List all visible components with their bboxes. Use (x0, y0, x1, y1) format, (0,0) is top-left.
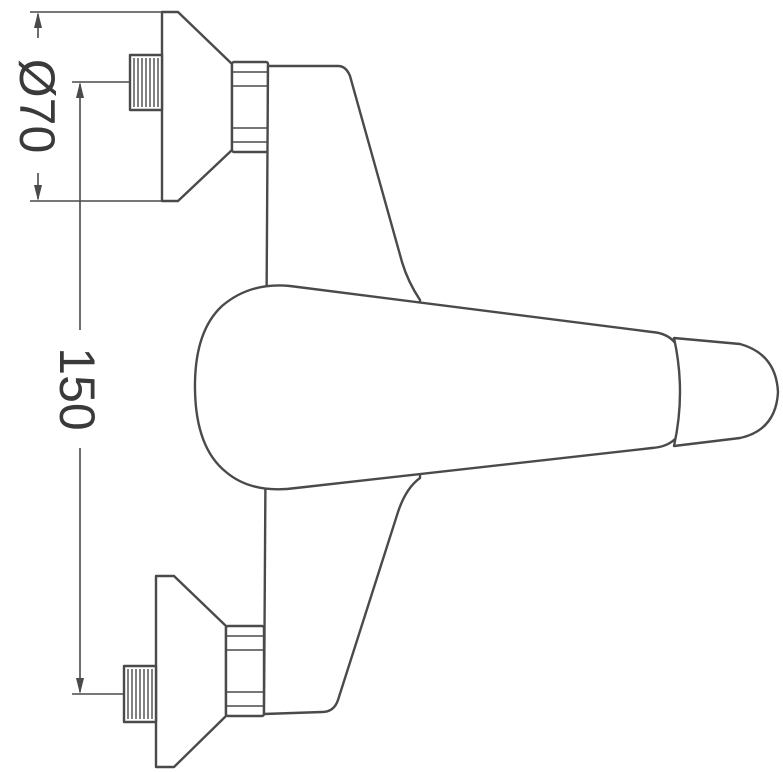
spacing-arrow-bottom (76, 678, 84, 694)
lever-handle (193, 284, 686, 491)
top-escutcheon (160, 10, 234, 203)
diameter-label: Ø70 (9, 59, 65, 154)
spacing-dimension: 150 (49, 81, 130, 695)
diameter-dimension: Ø70 (9, 11, 162, 202)
bottom-hex-nut (224, 624, 266, 718)
diameter-arrow-top (34, 12, 42, 28)
top-threaded-inlet (128, 53, 164, 112)
bottom-escutcheon (154, 574, 228, 769)
diameter-arrow-bottom (34, 185, 42, 201)
top-hex-nut (230, 60, 270, 154)
bottom-threaded-inlet (122, 664, 158, 724)
spacing-arrow-top (76, 82, 84, 98)
lever-tip (672, 336, 780, 448)
diameter-label-gap (12, 38, 64, 173)
spacing-label: 150 (49, 347, 105, 430)
